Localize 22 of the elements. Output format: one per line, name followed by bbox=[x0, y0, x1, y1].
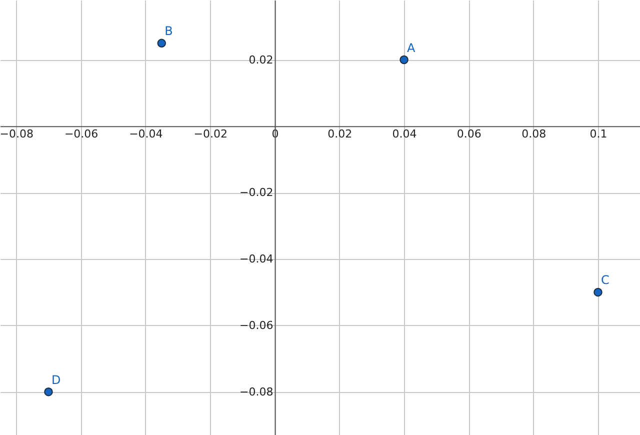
y-tick-label: 0.02 bbox=[248, 53, 274, 66]
x-tick-label: −0.08 bbox=[0, 128, 34, 141]
y-tick-label: −0.06 bbox=[240, 318, 274, 332]
x-tick-label: 0.1 bbox=[590, 128, 608, 141]
x-tick-label: 0.04 bbox=[392, 128, 417, 141]
point bbox=[157, 38, 166, 48]
point bbox=[400, 55, 408, 64]
y-tick-label: −0.02 bbox=[240, 186, 274, 200]
x-tick-label: −0.02 bbox=[194, 128, 228, 141]
series-label: A bbox=[407, 40, 416, 55]
x-tick-label: −0.06 bbox=[64, 128, 98, 141]
series-label: B bbox=[164, 24, 173, 38]
x-tick-label: −0.04 bbox=[129, 128, 163, 141]
point bbox=[44, 387, 53, 396]
y-tick-label: −0.08 bbox=[240, 385, 274, 398]
series-label: D bbox=[51, 372, 61, 387]
y-tick-label: −0.04 bbox=[240, 252, 274, 266]
series-label: C bbox=[600, 273, 610, 288]
x-tick-label: 0.06 bbox=[456, 128, 482, 141]
point bbox=[594, 288, 602, 297]
x-tick-label: 0.02 bbox=[328, 128, 352, 141]
x-tick-label: 0.08 bbox=[522, 128, 546, 141]
